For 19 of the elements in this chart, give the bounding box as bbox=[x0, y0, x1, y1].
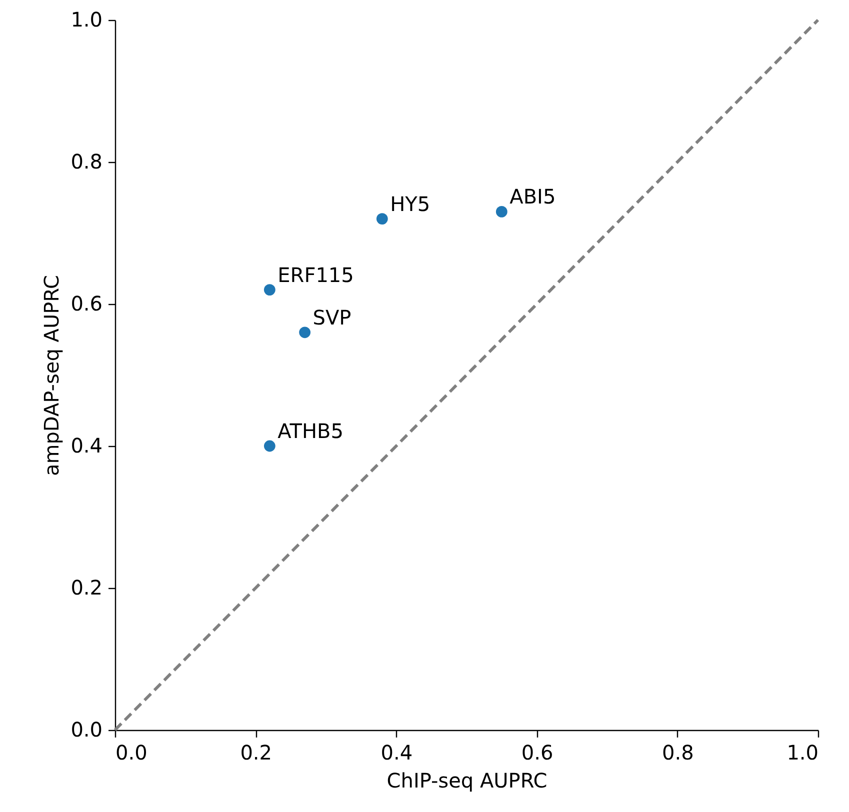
x-tick-label: 1.0 bbox=[786, 740, 818, 764]
x-tick-label: 0.0 bbox=[116, 740, 148, 764]
y-tick-label: 0.8 bbox=[70, 150, 102, 174]
y-tick-label: 0.2 bbox=[70, 576, 102, 600]
annotation: ATHB5 bbox=[278, 419, 344, 443]
annotation: SVP bbox=[312, 305, 352, 330]
annotation: ABI5 bbox=[510, 184, 556, 209]
y-tick-label: 0.0 bbox=[70, 718, 102, 742]
annotation: ERF115 bbox=[278, 262, 354, 287]
y-axis-title: ampDAP-seq AUPRC bbox=[40, 274, 64, 476]
y-tick-label: 0.4 bbox=[70, 434, 102, 458]
y-tick-label: 1.0 bbox=[70, 8, 102, 32]
x-tick-label: 0.8 bbox=[662, 740, 694, 764]
x-tick-label: 0.4 bbox=[380, 740, 413, 764]
x-tick-label: 0.6 bbox=[521, 740, 554, 764]
y-tick-label: 0.6 bbox=[70, 292, 102, 316]
annotation: HY5 bbox=[390, 192, 430, 216]
x-axis-title: ChIP-seq AUPRC bbox=[386, 768, 548, 792]
x-tick-label: 0.2 bbox=[240, 740, 272, 764]
